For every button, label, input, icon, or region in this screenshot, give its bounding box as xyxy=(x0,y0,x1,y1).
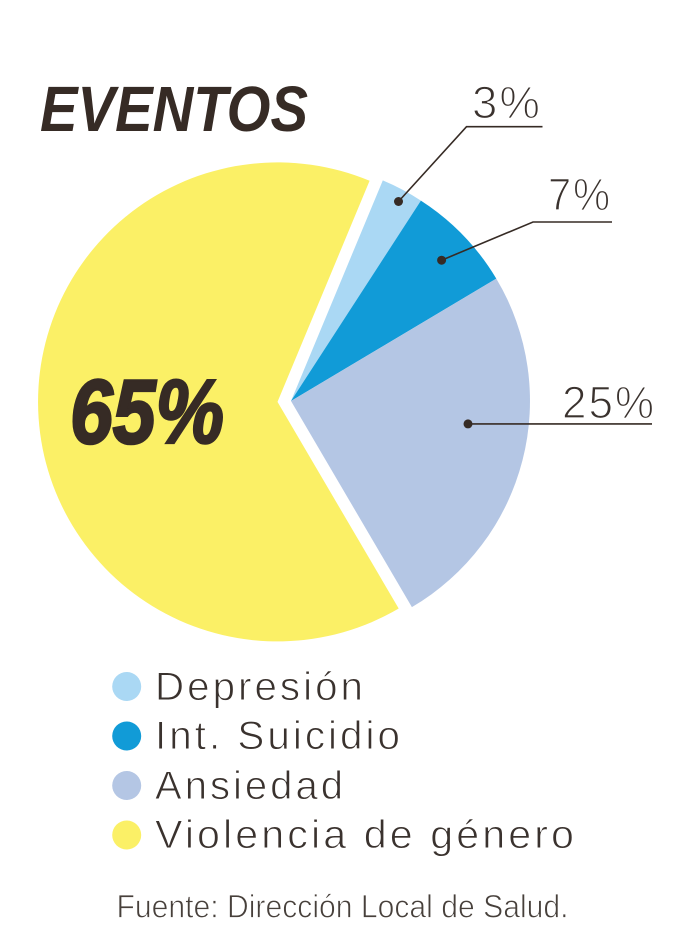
svg-text:65%: 65% xyxy=(70,362,224,463)
svg-text:25%: 25% xyxy=(562,377,656,428)
svg-text:EVENTOS: EVENTOS xyxy=(40,73,308,145)
svg-text:7%: 7% xyxy=(548,169,612,220)
svg-text:3%: 3% xyxy=(472,77,542,128)
svg-text:Fuente: Dirección Local de Sal: Fuente: Dirección Local de Salud. xyxy=(117,889,569,925)
svg-text:Int. Suicidio: Int. Suicidio xyxy=(155,714,403,758)
svg-text:Violencia de género: Violencia de género xyxy=(155,813,577,857)
svg-text:Depresión: Depresión xyxy=(155,665,366,709)
svg-text:Ansiedad: Ansiedad xyxy=(155,764,346,808)
